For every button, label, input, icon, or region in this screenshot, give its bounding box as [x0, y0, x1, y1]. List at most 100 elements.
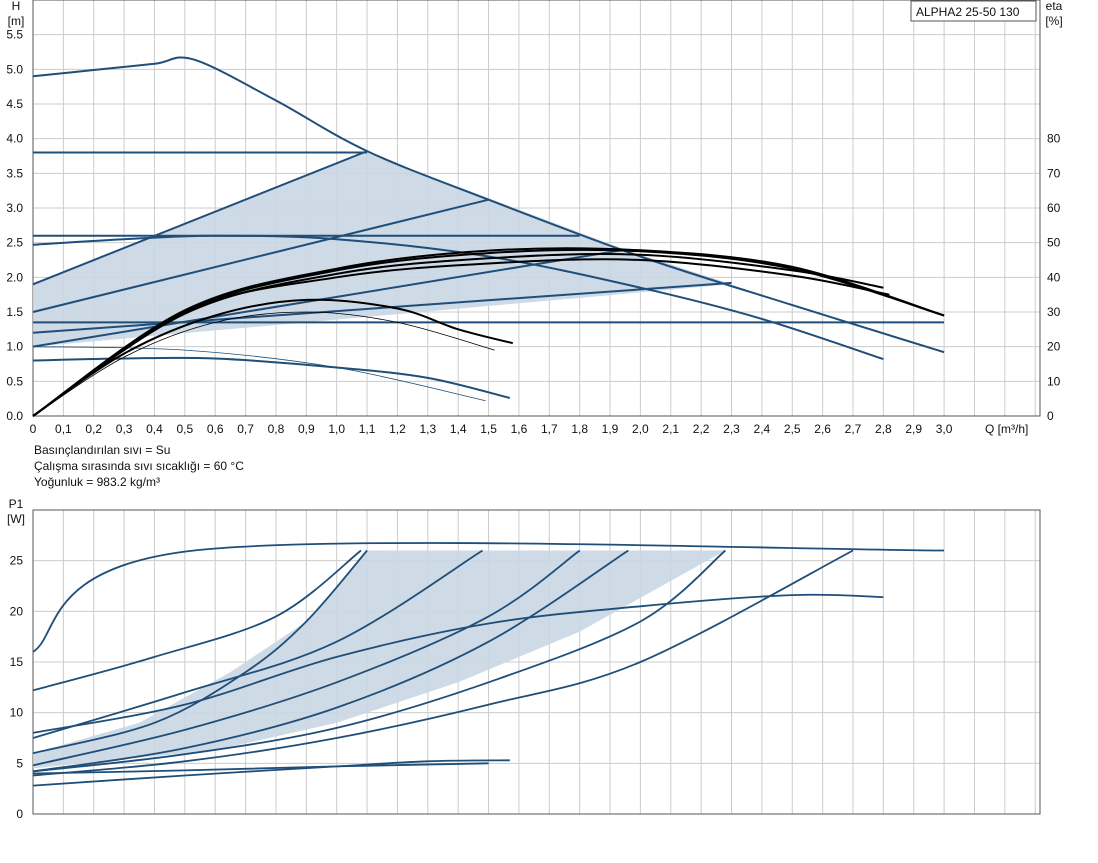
- x-tick-label: 0,2: [85, 422, 102, 436]
- x-tick-label: 0,9: [298, 422, 315, 436]
- power-plot-shaded-region: [33, 550, 726, 769]
- efficiency-curve-11: [32, 298, 514, 417]
- y-tick-label: 2.5: [6, 236, 23, 250]
- x-tick-label: 0: [30, 422, 37, 436]
- power-y-axis-label: P1: [9, 497, 24, 511]
- power-y-tick-label: 20: [10, 604, 24, 618]
- efficiency-curve-12: [32, 311, 495, 417]
- y2-tick-label: 80: [1047, 132, 1061, 146]
- x-tick-label: 1,2: [389, 422, 406, 436]
- y-tick-label: 1.5: [6, 305, 23, 319]
- head-curve-9: [32, 356, 511, 399]
- model-badge-box: [910, 0, 1037, 22]
- y-tick-label: 3.0: [6, 201, 23, 215]
- x-tick-label: 0,5: [177, 422, 194, 436]
- head-plot-axes: 0.0 0.5 1.0 1.5 2.0 2.5 3.0 3.5 4.0 4.5 5.0 5.5 0 10 2…: [6, 0, 1062, 436]
- x-tick-label: 2,6: [814, 422, 831, 436]
- x-tick-label: 2,5: [784, 422, 801, 436]
- head-curve-8: [32, 234, 884, 361]
- y2-tick-label: 70: [1047, 166, 1061, 180]
- head-plot-grid: [32, 0, 1041, 417]
- y-tick-label: 3.5: [6, 166, 23, 180]
- power-curve-4: [32, 549, 581, 767]
- head-plot-shaded-region: [33, 152, 732, 347]
- note-line: Çalışma sırasında sıvı sıcaklığı = 60 °C: [34, 459, 244, 473]
- head-curve-1: [32, 150, 368, 286]
- y-tick-label: 0.5: [6, 374, 23, 388]
- power-y-axis-unit: [W]: [7, 512, 25, 526]
- operating-range-shade: [33, 152, 732, 347]
- fluid-notes: Basınçlandırılan sıvı = Su Çalışma sırası…: [34, 443, 244, 489]
- y-tick-label: 0.0: [6, 409, 23, 423]
- power-curve-0: [32, 542, 945, 653]
- y2-tick-label: 40: [1047, 270, 1061, 284]
- x-tick-label: 1,4: [450, 422, 467, 436]
- y2-tick-label: 30: [1047, 305, 1061, 319]
- x-tick-label: 1,3: [419, 422, 436, 436]
- power-y-tick-label: 5: [16, 756, 23, 770]
- x-tick-label: 0,4: [146, 422, 163, 436]
- x-tick-label: 1,1: [359, 422, 376, 436]
- x-tick-label: 0,3: [116, 422, 133, 436]
- plot-frame: [32, 0, 1041, 417]
- x-axis-label: Q [m³/h]: [985, 422, 1028, 436]
- power-curve-3: [32, 549, 483, 739]
- x-tick-label: 2,7: [845, 422, 862, 436]
- power-curve-5: [32, 549, 629, 773]
- y2-tick-label: 60: [1047, 201, 1061, 215]
- x-tick-label: 2,0: [632, 422, 649, 436]
- y2-axis-label: eta: [1046, 0, 1063, 13]
- y-tick-label: 5.5: [6, 28, 23, 42]
- x-tick-label: 2,3: [723, 422, 740, 436]
- x-tick-label: 1,7: [541, 422, 558, 436]
- power-curve-7: [32, 549, 854, 777]
- head-curve-0: [32, 56, 945, 354]
- power-plot-axes: 0 5 10 15 20 25 P1[W]: [7, 497, 25, 821]
- x-tick-label: 0,7: [237, 422, 254, 436]
- y-axis-unit: [m]: [8, 14, 25, 28]
- power-curve-1: [32, 549, 362, 692]
- x-tick-label: 2,8: [875, 422, 892, 436]
- x-tick-label: 1,9: [602, 422, 619, 436]
- power-curve-10: [32, 762, 489, 775]
- x-tick-label: 1,8: [571, 422, 588, 436]
- plot-frame: [32, 509, 1041, 815]
- y-tick-label: 5.0: [6, 62, 23, 76]
- x-tick-label: 2,2: [693, 422, 710, 436]
- y2-axis-unit: [%]: [1045, 14, 1062, 28]
- y-axis-label: H: [12, 0, 21, 13]
- head-curve-4: [32, 281, 732, 334]
- y2-tick-label: 10: [1047, 374, 1061, 388]
- head-curve-5: [32, 248, 626, 348]
- x-tick-label: 2,9: [905, 422, 922, 436]
- note-line: Yoğunluk = 983.2 kg/m³: [34, 475, 160, 489]
- head-curve-3: [32, 198, 489, 313]
- x-tick-label: 1,6: [511, 422, 528, 436]
- power-y-tick-label: 10: [10, 706, 24, 720]
- efficiency-curve-15: [32, 248, 945, 417]
- y-tick-label: 4.0: [6, 132, 23, 146]
- y2-tick-label: 20: [1047, 340, 1061, 354]
- x-tick-label: 0,8: [268, 422, 285, 436]
- x-tick-label: 0,1: [55, 422, 72, 436]
- power-range-shade: [33, 550, 726, 769]
- power-curve-8: [32, 593, 884, 734]
- y-tick-label: 4.5: [6, 97, 23, 111]
- head-curve-10: [32, 346, 486, 402]
- y-tick-label: 1.0: [6, 340, 23, 354]
- x-tick-label: 1,5: [480, 422, 497, 436]
- power-y-tick-label: 0: [16, 807, 23, 821]
- efficiency-curve-14: [32, 253, 884, 417]
- x-tick-label: 3,0: [936, 422, 953, 436]
- y-tick-label: 2.0: [6, 270, 23, 284]
- note-line: Basınçlandırılan sıvı = Su: [34, 443, 170, 457]
- y2-tick-label: 50: [1047, 236, 1061, 250]
- power-y-tick-label: 25: [10, 554, 24, 568]
- x-tick-label: 0,6: [207, 422, 224, 436]
- x-tick-label: 2,1: [662, 422, 679, 436]
- model-badge: ALPHA2 25-50 130: [916, 5, 1020, 19]
- x-tick-label: 1,0: [328, 422, 345, 436]
- power-curve-6: [32, 549, 726, 773]
